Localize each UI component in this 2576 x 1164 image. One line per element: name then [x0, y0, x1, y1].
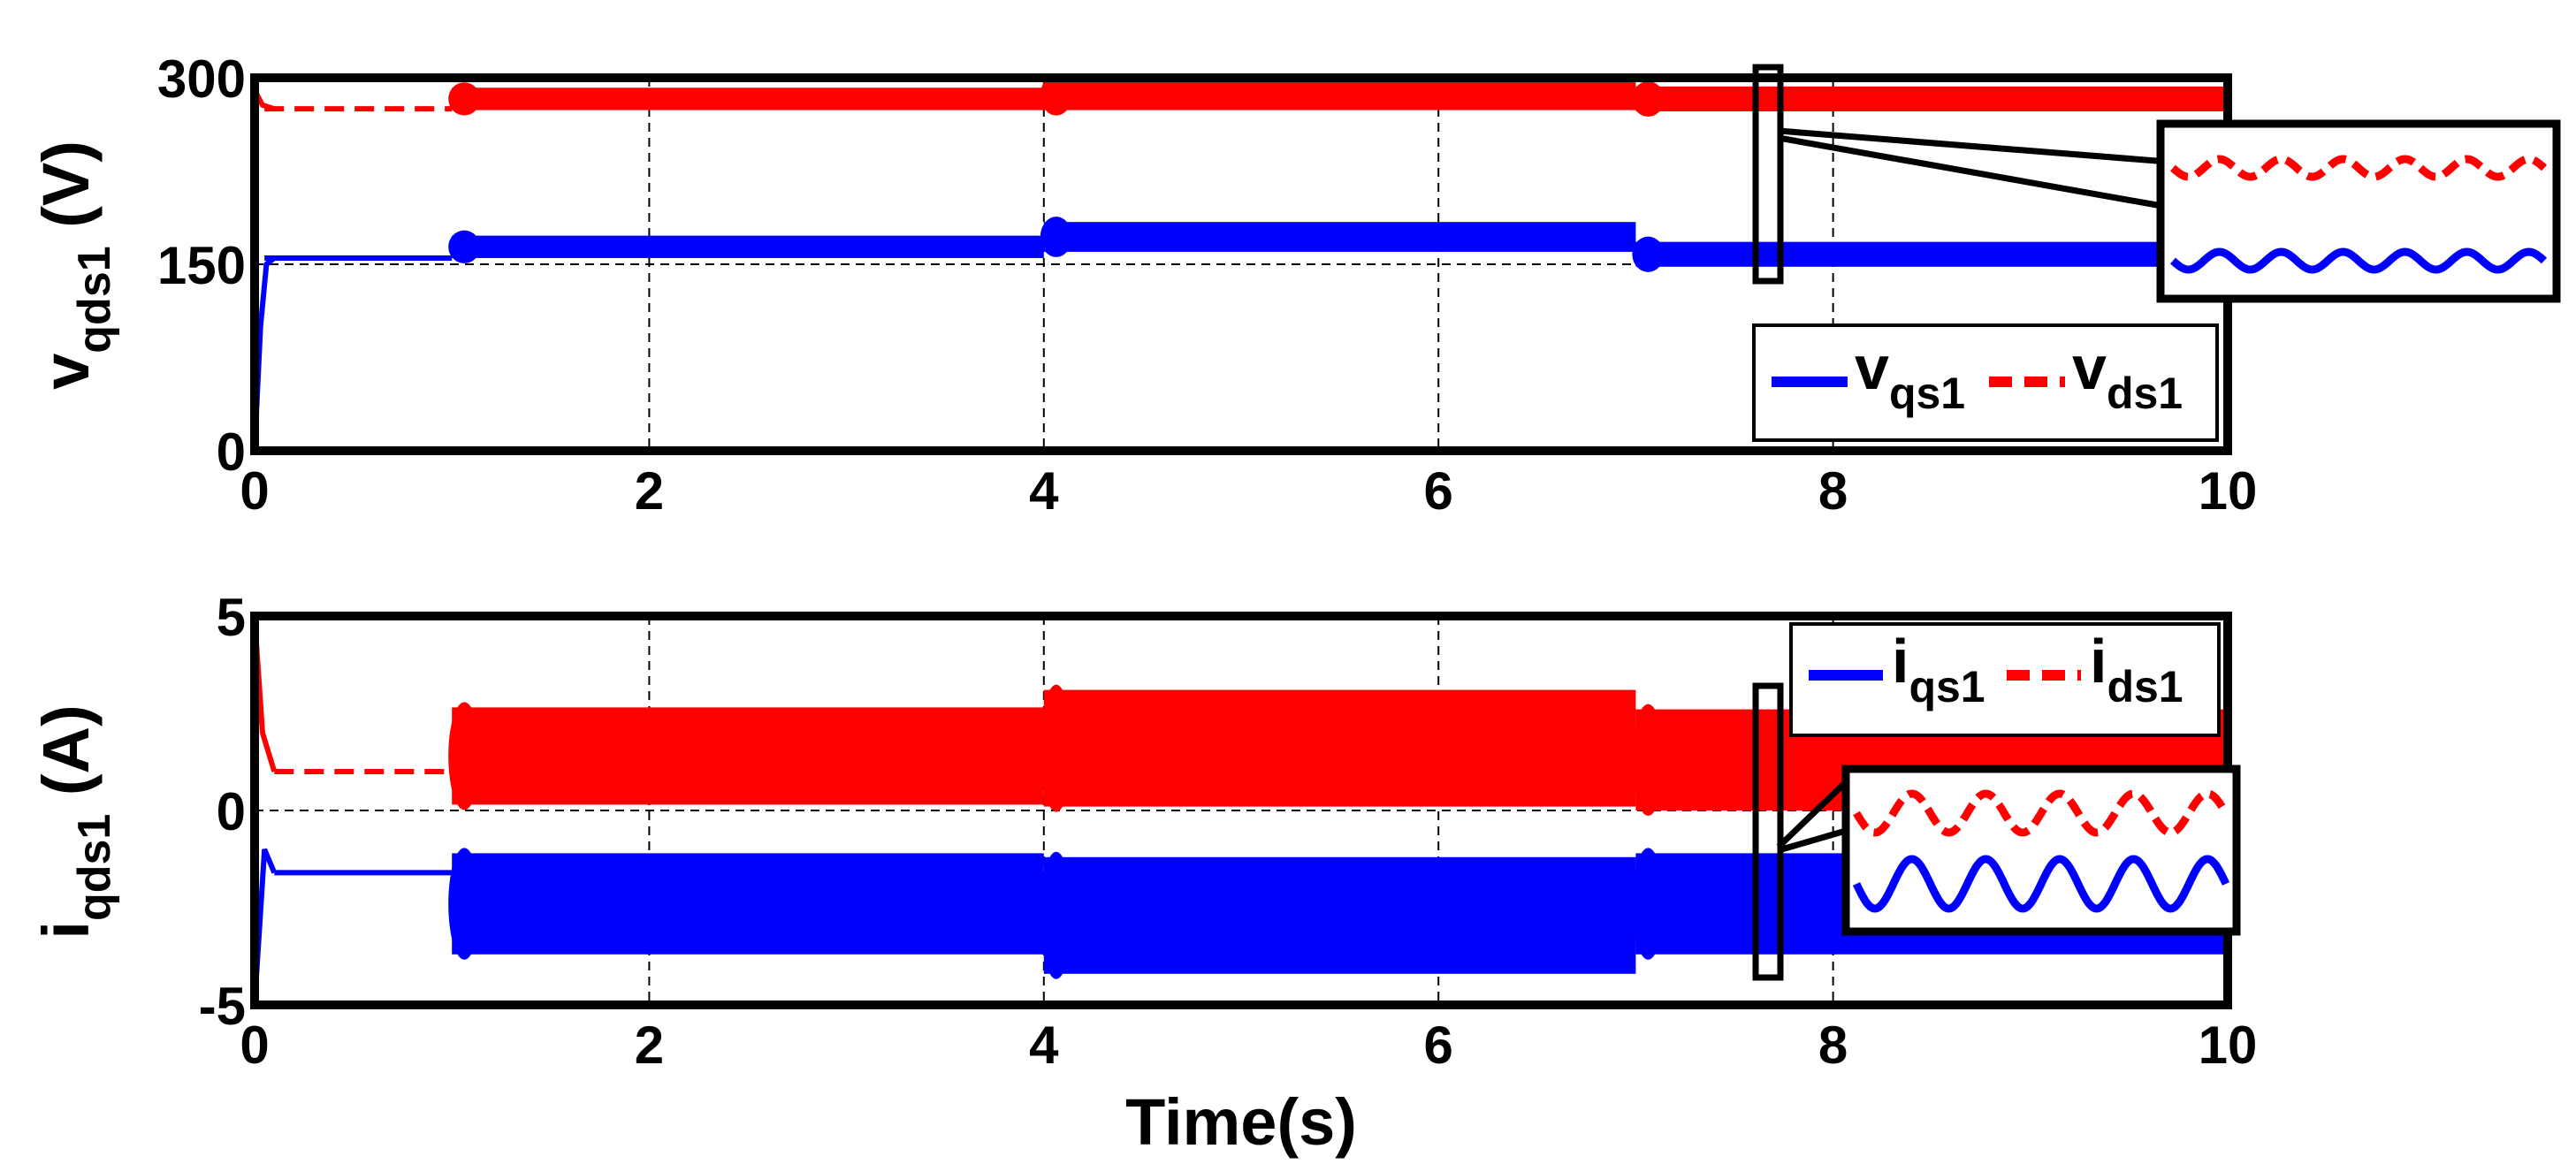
voltage-zoom-marker	[1752, 64, 1784, 285]
inset-iqs1-wave	[1852, 855, 2230, 913]
y-tick-label: 5	[217, 588, 246, 647]
series-transient	[1040, 851, 1072, 979]
series-transient	[1632, 704, 1665, 816]
current-legend: iqs1 ids1	[1789, 622, 2221, 737]
series-oscillation-band	[1635, 241, 2228, 267]
legend-vds1-label: vds1	[2072, 333, 2183, 418]
y-tick-label: 0	[217, 422, 246, 482]
y-tick-label: 0	[217, 782, 246, 841]
voltage-y-ticks: 0 150 300	[157, 49, 246, 482]
series-oscillation-band	[1043, 689, 1636, 807]
voltage-x-ticks: 0 2 4 6 8 10	[240, 461, 2257, 521]
series-vds1	[255, 78, 2228, 117]
current-y-ticks: -5 0 5	[199, 588, 246, 1036]
current-plot-area	[255, 616, 2228, 1005]
x-tick-label: 4	[1029, 1016, 1059, 1075]
series-transient	[448, 702, 481, 810]
inset-vqs1-wave	[2170, 247, 2548, 274]
current-zoom-inset	[1841, 765, 2241, 936]
inset-ids1-wave	[1853, 789, 2229, 837]
series-vqs1	[255, 217, 2228, 451]
x-tick-label: 8	[1818, 461, 1848, 521]
y-tick-label: 150	[157, 236, 246, 295]
current-x-ticks: 0 2 4 6 8 10	[240, 1016, 2257, 1075]
x-tick-label: 10	[2199, 461, 2258, 521]
y-tick-label: -5	[199, 977, 246, 1036]
voltage-y-axis-label: vqds1 (V)	[29, 141, 120, 390]
series-oscillation-band	[452, 707, 1044, 805]
legend-iqs1-label: iqs1	[1892, 627, 1985, 711]
current-panel: 0 2 4 6 8 10 -505 iqds1 (A) Time(s) iqs1 ids1	[29, 588, 2257, 1159]
series-transient	[448, 82, 481, 116]
x-tick-label: 0	[240, 1016, 269, 1075]
series-oscillation-band	[1635, 86, 2228, 111]
voltage-panel: 0 2 4 6 8 10 0 150 300 vqds1 (V) vqs1 vds1	[29, 49, 2561, 521]
series-oscillation-band	[1043, 222, 1636, 252]
x-axis-label: Time(s)	[1125, 1085, 1357, 1159]
series-transient	[448, 230, 481, 263]
series-oscillation-band	[1043, 80, 1636, 110]
x-tick-label: 2	[635, 1016, 664, 1075]
voltage-plot-area	[255, 78, 2228, 451]
x-tick-label: 8	[1818, 1016, 1848, 1075]
series-transient	[1040, 684, 1072, 812]
current-y-axis-label: iqds1 (A)	[29, 704, 120, 939]
legend-vqs1-label: vqs1	[1855, 333, 1965, 418]
series-oscillation-band	[452, 853, 1044, 955]
series-transient	[1632, 236, 1665, 272]
series-oscillation-band	[452, 235, 1044, 258]
x-tick-label: 6	[1424, 1016, 1453, 1075]
x-tick-label: 4	[1029, 461, 1059, 521]
x-tick-label: 2	[635, 461, 664, 521]
series-transient	[1632, 80, 1665, 117]
current-zoom-marker	[1752, 682, 1784, 981]
series-transient	[1040, 78, 1072, 116]
voltage-legend: vqs1 vds1	[1752, 323, 2219, 442]
legend-ids1-label: ids1	[2090, 627, 2184, 711]
current-zoom-connector-bottom	[1778, 827, 1847, 854]
voltage-zoom-connector-top	[1778, 127, 2158, 164]
current-zoom-connector-top	[1776, 780, 1848, 849]
series-transient	[1632, 848, 1665, 960]
voltage-zoom-connector-bottom	[1778, 134, 2158, 209]
series-transient	[1040, 217, 1072, 257]
x-tick-label: 10	[2199, 1016, 2258, 1075]
x-tick-label: 0	[240, 461, 269, 521]
inset-vds1-wave	[2170, 155, 2548, 181]
series-oscillation-band	[452, 87, 1044, 110]
series-oscillation-band	[1043, 856, 1636, 974]
voltage-zoom-inset	[2156, 119, 2561, 303]
y-tick-label: 300	[157, 49, 246, 109]
x-tick-label: 6	[1424, 461, 1453, 521]
series-transient	[448, 848, 481, 960]
